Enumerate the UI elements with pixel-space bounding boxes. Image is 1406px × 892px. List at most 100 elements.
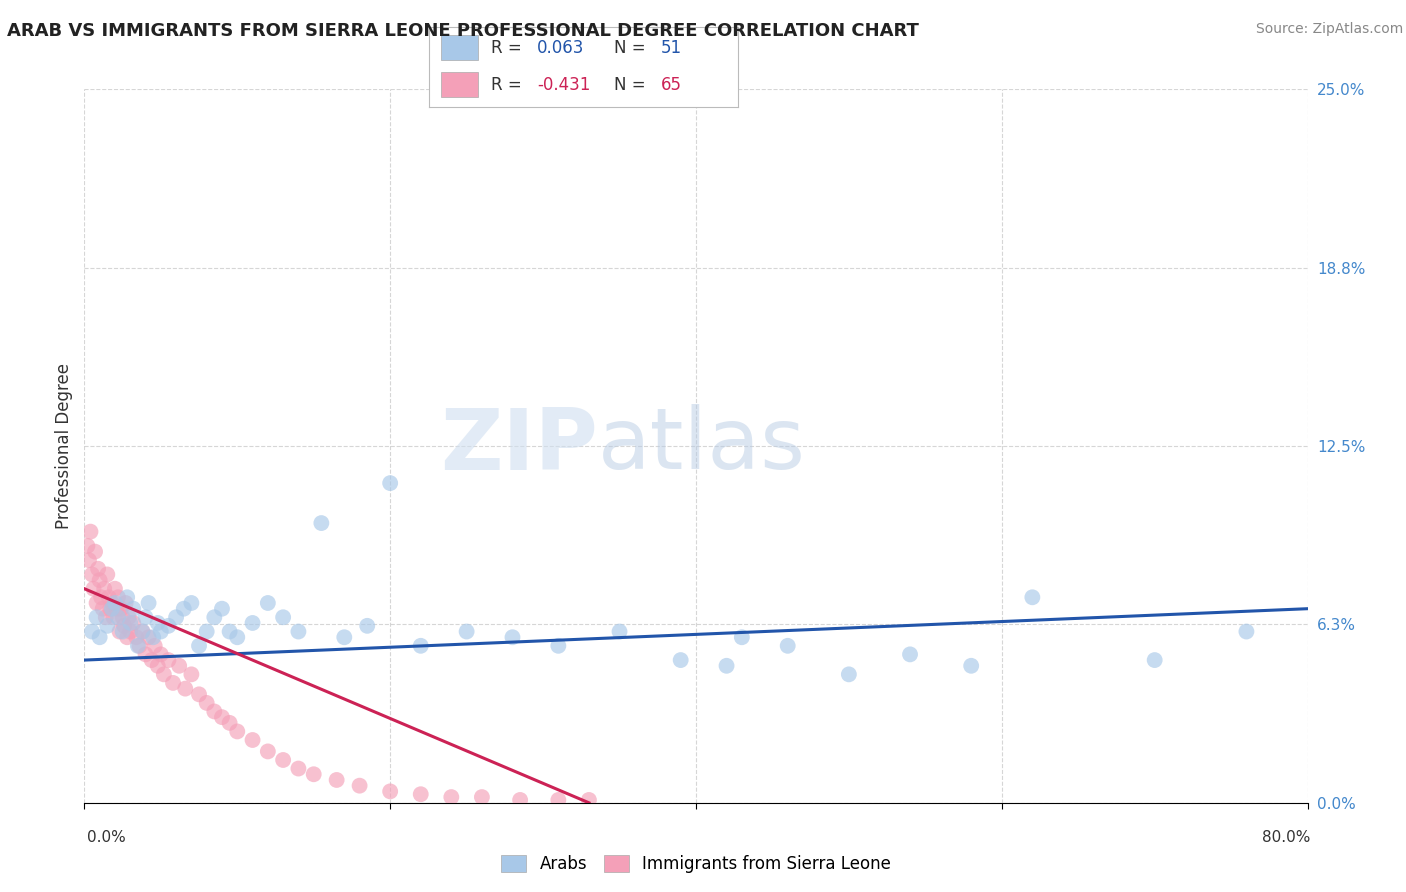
Point	[103, 610, 125, 624]
Point	[287, 624, 309, 639]
Point	[111, 624, 134, 639]
Point	[122, 615, 145, 630]
Point	[110, 601, 132, 615]
Text: atlas: atlas	[598, 404, 806, 488]
Point	[838, 667, 860, 681]
Point	[173, 601, 195, 615]
Point	[409, 639, 432, 653]
Point	[131, 624, 153, 639]
Point	[287, 762, 309, 776]
Point	[94, 610, 117, 624]
Text: 51: 51	[661, 38, 682, 56]
Text: 80.0%: 80.0%	[1263, 830, 1310, 845]
Point	[127, 639, 149, 653]
Text: ARAB VS IMMIGRANTS FROM SIERRA LEONE PROFESSIONAL DEGREE CORRELATION CHART: ARAB VS IMMIGRANTS FROM SIERRA LEONE PRO…	[7, 22, 920, 40]
Point	[325, 772, 347, 787]
Point	[79, 524, 101, 539]
Point	[271, 753, 294, 767]
Y-axis label: Professional Degree: Professional Degree	[55, 363, 73, 529]
Point	[162, 676, 184, 690]
Point	[157, 653, 180, 667]
Point	[188, 687, 211, 701]
Point	[76, 539, 98, 553]
Point	[456, 624, 478, 639]
Point	[502, 630, 524, 644]
Point	[226, 724, 249, 739]
Point	[77, 553, 100, 567]
Point	[440, 790, 463, 805]
Point	[87, 562, 110, 576]
Point	[146, 658, 169, 673]
Point	[898, 648, 921, 662]
Point	[174, 681, 197, 696]
Point	[128, 639, 150, 653]
Text: N =: N =	[614, 38, 645, 56]
Point	[333, 630, 356, 644]
Text: ZIP: ZIP	[440, 404, 598, 488]
Point	[131, 624, 153, 639]
Point	[776, 639, 799, 653]
Point	[349, 779, 371, 793]
Point	[188, 639, 211, 653]
Point	[80, 567, 103, 582]
Point	[731, 630, 754, 644]
Point	[97, 591, 120, 605]
Point	[195, 696, 218, 710]
Point	[242, 733, 264, 747]
Point	[104, 582, 127, 596]
Text: 65: 65	[661, 76, 682, 94]
Text: 0.063: 0.063	[537, 38, 585, 56]
Point	[356, 619, 378, 633]
Point	[135, 648, 157, 662]
Text: R =: R =	[491, 76, 522, 94]
Point	[96, 567, 118, 582]
Point	[105, 601, 128, 615]
Point	[1021, 591, 1043, 605]
Text: -0.431: -0.431	[537, 76, 591, 94]
Point	[180, 596, 202, 610]
Point	[93, 582, 115, 596]
Point	[180, 667, 202, 681]
FancyBboxPatch shape	[441, 35, 478, 61]
Point	[471, 790, 494, 805]
FancyBboxPatch shape	[441, 71, 478, 97]
Point	[107, 591, 129, 605]
Point	[153, 667, 176, 681]
Point	[716, 658, 738, 673]
Point	[89, 573, 111, 587]
Point	[257, 596, 280, 610]
Point	[143, 639, 166, 653]
Text: 0.0%: 0.0%	[87, 830, 127, 845]
Point	[122, 601, 145, 615]
Point	[578, 793, 600, 807]
Point	[120, 615, 142, 630]
Point	[669, 653, 692, 667]
Point	[218, 624, 240, 639]
Point	[98, 601, 121, 615]
Point	[138, 596, 160, 610]
Point	[609, 624, 631, 639]
Point	[104, 596, 127, 610]
Point	[547, 639, 569, 653]
Point	[302, 767, 325, 781]
Point	[380, 476, 402, 491]
Point	[86, 610, 108, 624]
Point	[226, 630, 249, 644]
Point	[195, 624, 218, 639]
Point	[146, 615, 169, 630]
Point	[149, 648, 172, 662]
Point	[1234, 624, 1257, 639]
Point	[157, 619, 180, 633]
Point	[101, 601, 124, 615]
Point	[380, 784, 402, 798]
Point	[96, 619, 118, 633]
Point	[111, 610, 134, 624]
Point	[960, 658, 983, 673]
Point	[101, 596, 124, 610]
Point	[114, 596, 136, 610]
Point	[257, 744, 280, 758]
Point	[142, 630, 165, 644]
Point	[211, 710, 233, 724]
Legend: Arabs, Immigrants from Sierra Leone: Arabs, Immigrants from Sierra Leone	[495, 848, 897, 880]
Point	[112, 619, 135, 633]
